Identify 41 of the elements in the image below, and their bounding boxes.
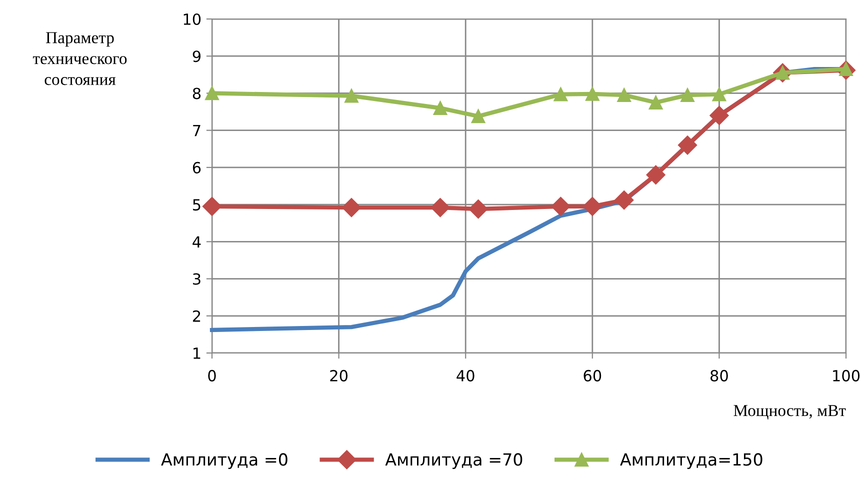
point xyxy=(648,96,663,110)
y-axis-title: Параметр технического состояния xyxy=(32,32,127,86)
point xyxy=(712,87,726,102)
y-tick-label: 6 xyxy=(192,162,201,174)
x-tick-label: 0 xyxy=(208,370,216,382)
point xyxy=(617,88,632,102)
x-axis-title: Мощность, мВт xyxy=(734,405,846,420)
x-tick-label: 20 xyxy=(330,370,348,382)
y-tick-label: 9 xyxy=(192,50,201,62)
legend-label: Амплитуда =0 xyxy=(161,453,288,469)
point xyxy=(344,88,358,103)
point xyxy=(585,87,600,101)
y-tick-label: 1 xyxy=(194,348,200,359)
point xyxy=(646,165,666,184)
point xyxy=(678,136,698,155)
point xyxy=(202,196,222,216)
point xyxy=(551,196,570,216)
point xyxy=(554,87,568,102)
point xyxy=(433,101,448,116)
y-tick-label: 7 xyxy=(193,125,200,136)
y-tick-label: 3 xyxy=(193,273,200,285)
point xyxy=(468,199,488,219)
y-tick-label: 5 xyxy=(193,199,200,211)
point xyxy=(342,198,362,218)
x-tick-label: 80 xyxy=(710,370,728,382)
point xyxy=(582,196,602,216)
x-tick-label: 100 xyxy=(833,370,860,382)
legend-label: Амплитуда =70 xyxy=(385,453,522,469)
point xyxy=(471,109,486,124)
y-tick-label: 10 xyxy=(184,13,201,26)
legend-label: Амплитуда=150 xyxy=(620,453,762,469)
x-tick-label: 60 xyxy=(584,370,602,382)
point xyxy=(680,88,694,102)
point xyxy=(710,106,729,126)
point xyxy=(430,198,450,218)
y-tick-label: 4 xyxy=(192,236,201,248)
point xyxy=(614,190,634,210)
y-tick-label: 8 xyxy=(192,88,201,100)
y-tick-label: 2 xyxy=(192,310,200,322)
point xyxy=(205,86,219,100)
x-tick-label: 40 xyxy=(456,370,474,382)
